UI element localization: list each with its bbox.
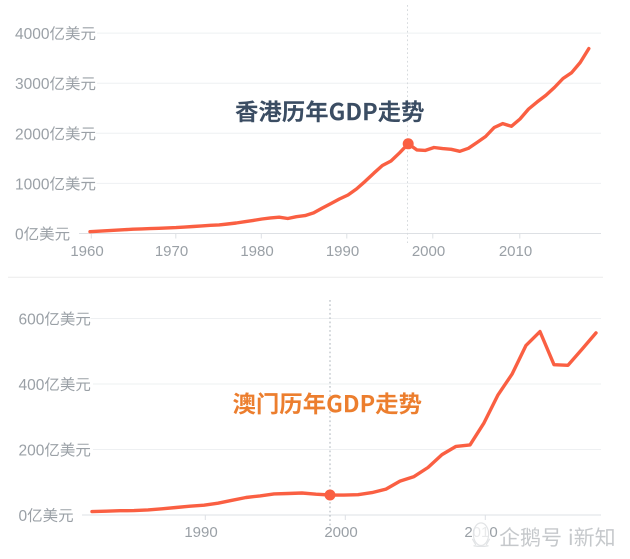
svg-text:2000: 2000	[412, 243, 445, 260]
svg-text:400: 400	[19, 377, 45, 394]
svg-text:2000: 2000	[15, 126, 50, 143]
svg-text:1960: 1960	[70, 243, 103, 260]
svg-text:1990: 1990	[326, 243, 359, 260]
svg-text:200: 200	[19, 443, 45, 460]
svg-text:1990: 1990	[184, 524, 217, 541]
svg-text:0: 0	[15, 227, 24, 244]
svg-text:2000: 2000	[324, 524, 357, 541]
svg-text:1980: 1980	[240, 243, 273, 260]
svg-text:600: 600	[19, 312, 45, 329]
svg-text:3000: 3000	[15, 76, 50, 93]
svg-text:2010: 2010	[499, 243, 532, 260]
svg-text:1000: 1000	[15, 176, 50, 193]
svg-text:0: 0	[19, 508, 28, 525]
svg-text:4000: 4000	[15, 26, 50, 43]
svg-text:1970: 1970	[155, 243, 188, 260]
